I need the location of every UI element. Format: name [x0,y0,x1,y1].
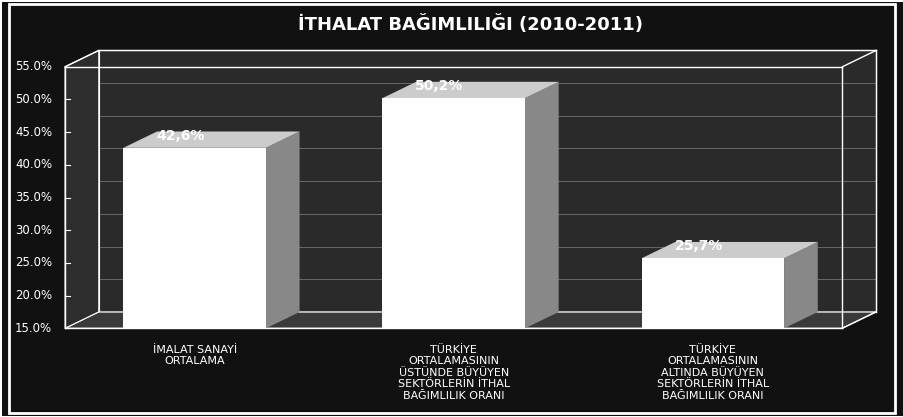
Text: 55.0%: 55.0% [15,60,52,73]
Text: 45.0%: 45.0% [15,126,52,138]
Text: 20.0%: 20.0% [15,289,52,302]
Polygon shape [265,131,299,328]
Polygon shape [641,258,783,328]
Text: TÜRKİYE
ORTALAMASININ
ALTINDA BÜYÜYEN
SEKTÖRLERİN İTHAL
BAĞIMLILIK ORANI: TÜRKİYE ORTALAMASININ ALTINDA BÜYÜYEN SE… [656,344,768,401]
Text: 15.0%: 15.0% [15,322,52,335]
Polygon shape [123,312,299,328]
Text: 25.0%: 25.0% [15,256,52,269]
Text: 25,7%: 25,7% [674,239,722,253]
Polygon shape [382,82,558,98]
Text: 30.0%: 30.0% [15,224,52,237]
Polygon shape [783,242,817,328]
Polygon shape [65,312,875,328]
Polygon shape [65,50,98,328]
Text: İMALAT SANAYİ
ORTALAMA: İMALAT SANAYİ ORTALAMA [153,344,237,366]
Polygon shape [123,148,265,328]
Text: TÜRKİYE
ORTALAMASININ
ÜSTÜNDE BÜYÜYEN
SEKTÖRLERİN İTHAL
BAĞIMLILIK ORANI: TÜRKİYE ORTALAMASININ ÜSTÜNDE BÜYÜYEN SE… [397,344,509,401]
Title: İTHALAT BAĞIMLILIĞI (2010-2011): İTHALAT BAĞIMLILIĞI (2010-2011) [298,15,642,34]
Text: 42,6%: 42,6% [156,128,204,143]
Text: 50,2%: 50,2% [414,79,463,93]
Text: 40.0%: 40.0% [15,158,52,171]
Polygon shape [382,98,525,328]
Polygon shape [641,242,817,258]
Polygon shape [525,82,558,328]
Polygon shape [382,312,558,328]
Polygon shape [98,50,875,312]
Text: 35.0%: 35.0% [15,191,52,204]
Text: 50.0%: 50.0% [15,93,52,106]
Polygon shape [123,131,299,148]
Polygon shape [641,312,817,328]
